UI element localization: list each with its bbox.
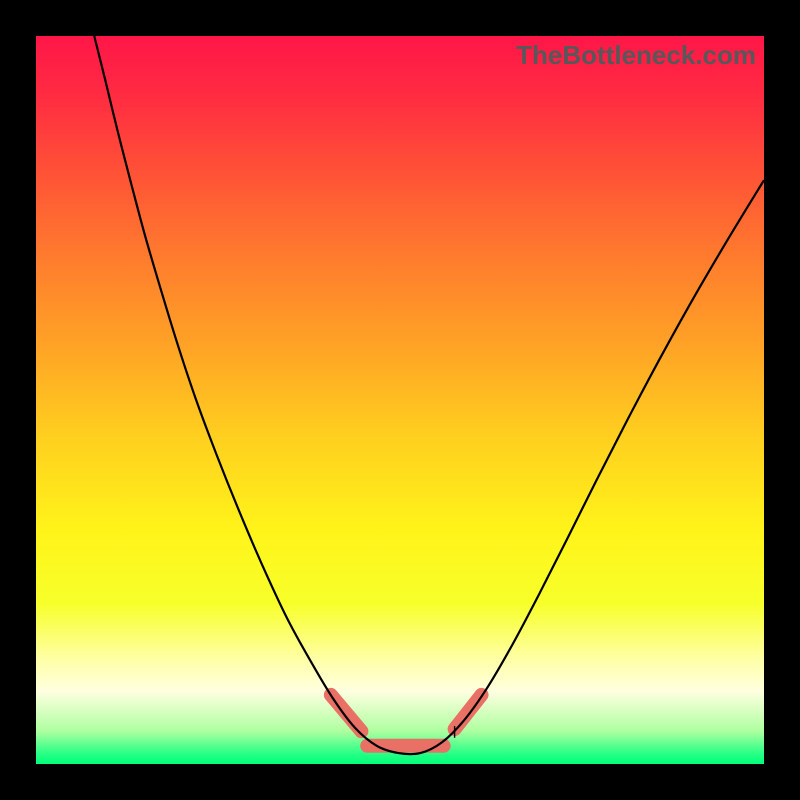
watermark-text: TheBottleneck.com: [516, 40, 756, 71]
plot-svg: [36, 36, 764, 764]
plot-area: TheBottleneck.com: [36, 36, 764, 764]
gradient-background: [36, 36, 764, 764]
chart-frame: TheBottleneck.com: [0, 0, 800, 800]
